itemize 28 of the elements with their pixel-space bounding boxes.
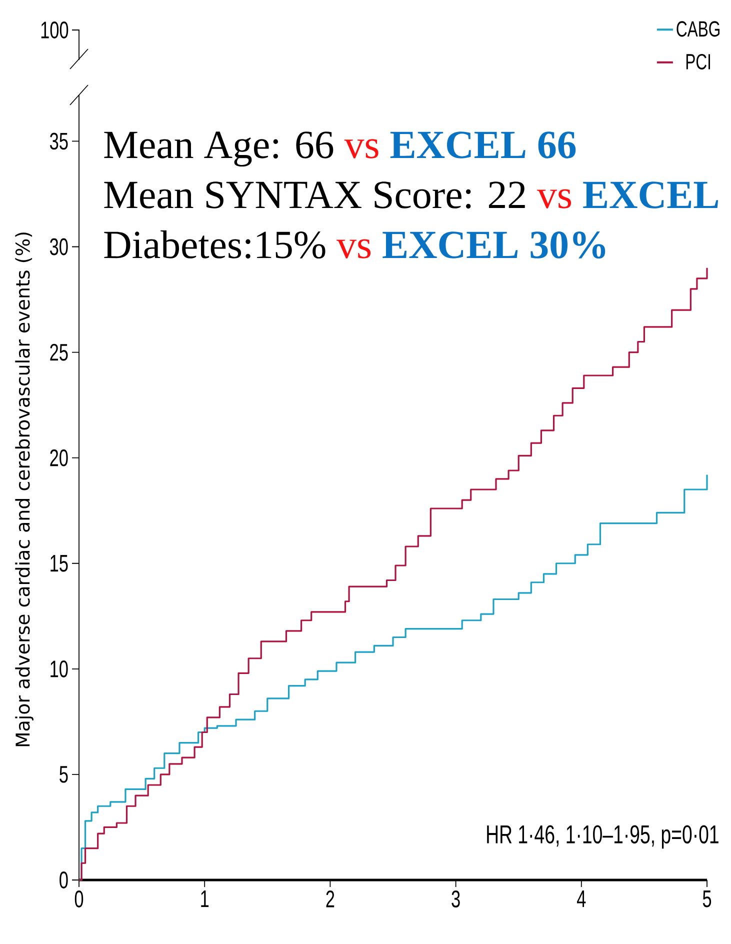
legend-label: PCI [686,54,710,70]
y-tick-label: 5 [60,766,68,783]
y-tick-label: 0 [60,872,68,888]
text: 100 [41,22,68,38]
x-tick-label: 2 [326,890,334,908]
x-tick-label: 3 [452,890,460,908]
legend-label: CABG [676,21,720,37]
y-tick-label: 10 [50,660,68,678]
y-tick-label: 30 [50,238,68,256]
y-axis-title: Major adverse cardiac and cerebrovascular events (%) [15,232,34,746]
annotation: HR 1·46, 1·10–1·95, p=0·01 [487,825,718,849]
annotation: Mean Age: 66 [104,132,334,167]
annotation: vs [344,139,378,158]
x-tick-label: 4 [577,890,586,907]
y-tick-label: 15 [50,555,68,572]
y-tick-label: 25 [50,344,68,361]
x-tick-label: 5 [702,890,712,908]
y-tick-label: 35 [50,132,68,150]
x-tick-label: 0 [74,890,84,908]
annotation: Diabetes:15% [104,230,326,259]
annotation: vs [537,189,572,208]
x-tick-label: 1 [201,890,209,907]
annotation: EXCEL [583,182,718,208]
annotation: vs [336,239,371,258]
annotation: Mean SYNTAX Score: 22 [104,182,525,209]
annotation: EXCEL 66 [390,132,576,158]
y-tick-label: 20 [50,449,68,466]
annotation: EXCEL 30% [382,232,606,259]
